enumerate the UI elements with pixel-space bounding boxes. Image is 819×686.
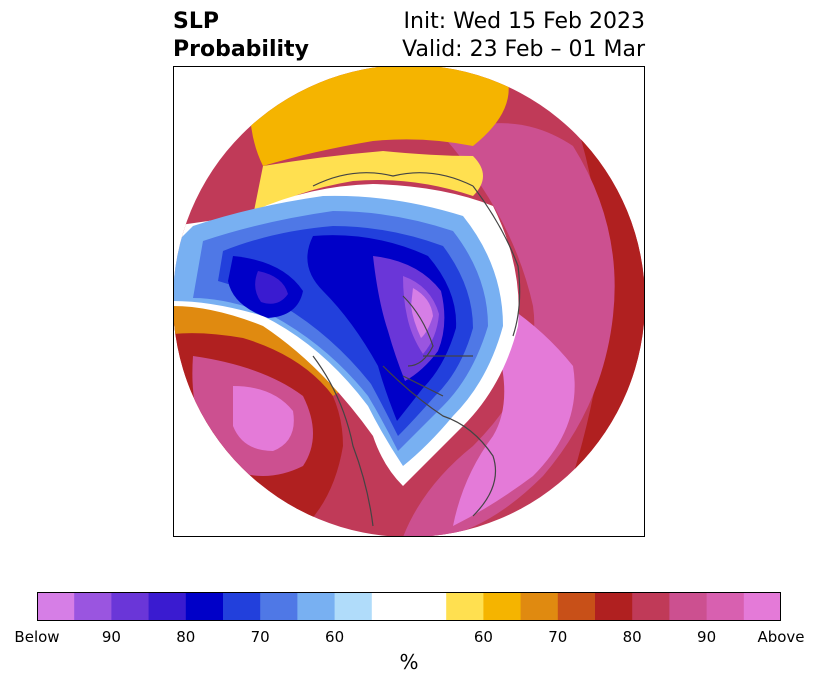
probability-map [173,66,645,537]
colorbar-unit: % [399,650,419,674]
colorbar-tick-label: 90 [697,628,717,646]
colorbar-segment [37,592,75,621]
field-north-orange [249,66,509,166]
field-west-blue-core [255,271,288,304]
colorbar-segment [632,592,670,621]
map-title: SLP Probability [173,8,309,64]
colorbar-segment [483,592,522,621]
colorbar-segment [260,592,298,621]
colorbar-segment [557,592,596,621]
colorbar-segment [446,592,484,621]
colorbar-segment [595,592,633,621]
colorbar-segment [371,592,410,621]
colorbar-border [37,592,781,621]
colorbar-segment [297,592,336,621]
probability-field [173,66,645,537]
colorbar-tick-label: 60 [473,628,493,646]
field-west-core [233,386,294,451]
colorbar-segment [669,592,708,621]
colorbar-segment [185,592,224,621]
coastlines [312,172,521,527]
field-below-core [411,288,433,338]
valid-range: Valid: 23 Feb – 01 Mar [402,37,645,62]
colorbar-tick-label: 80 [176,628,196,646]
title-line-2: Probability [173,37,309,62]
title-line-1: SLP [173,9,219,34]
colorbar-tick-label: 80 [622,628,642,646]
colorbar-tick-label: 60 [325,628,345,646]
colorbar [37,592,781,621]
map-border [173,66,645,537]
colorbar-tick-label: Above [757,628,805,646]
colorbar-segment [520,592,559,621]
colorbar-segment [223,592,261,621]
colorbar-tick-label: 90 [101,628,121,646]
colorbar-tick-label: 70 [250,628,270,646]
field-east-pink [453,286,575,526]
colorbar-segment [148,592,187,621]
field-north-yellow [253,151,483,216]
colorbar-tick-label: 70 [548,628,568,646]
colorbar-segment [743,592,781,621]
colorbar-segment [334,592,373,621]
colorbar-tick-label: Below [14,628,60,646]
colorbar-segment [74,592,112,621]
colorbar-segment [409,592,447,621]
colorbar-segment [706,592,745,621]
date-info: Init: Wed 15 Feb 2023 Valid: 23 Feb – 01… [402,8,645,64]
colorbar-segment [111,592,150,621]
init-date: Init: Wed 15 Feb 2023 [403,9,645,34]
